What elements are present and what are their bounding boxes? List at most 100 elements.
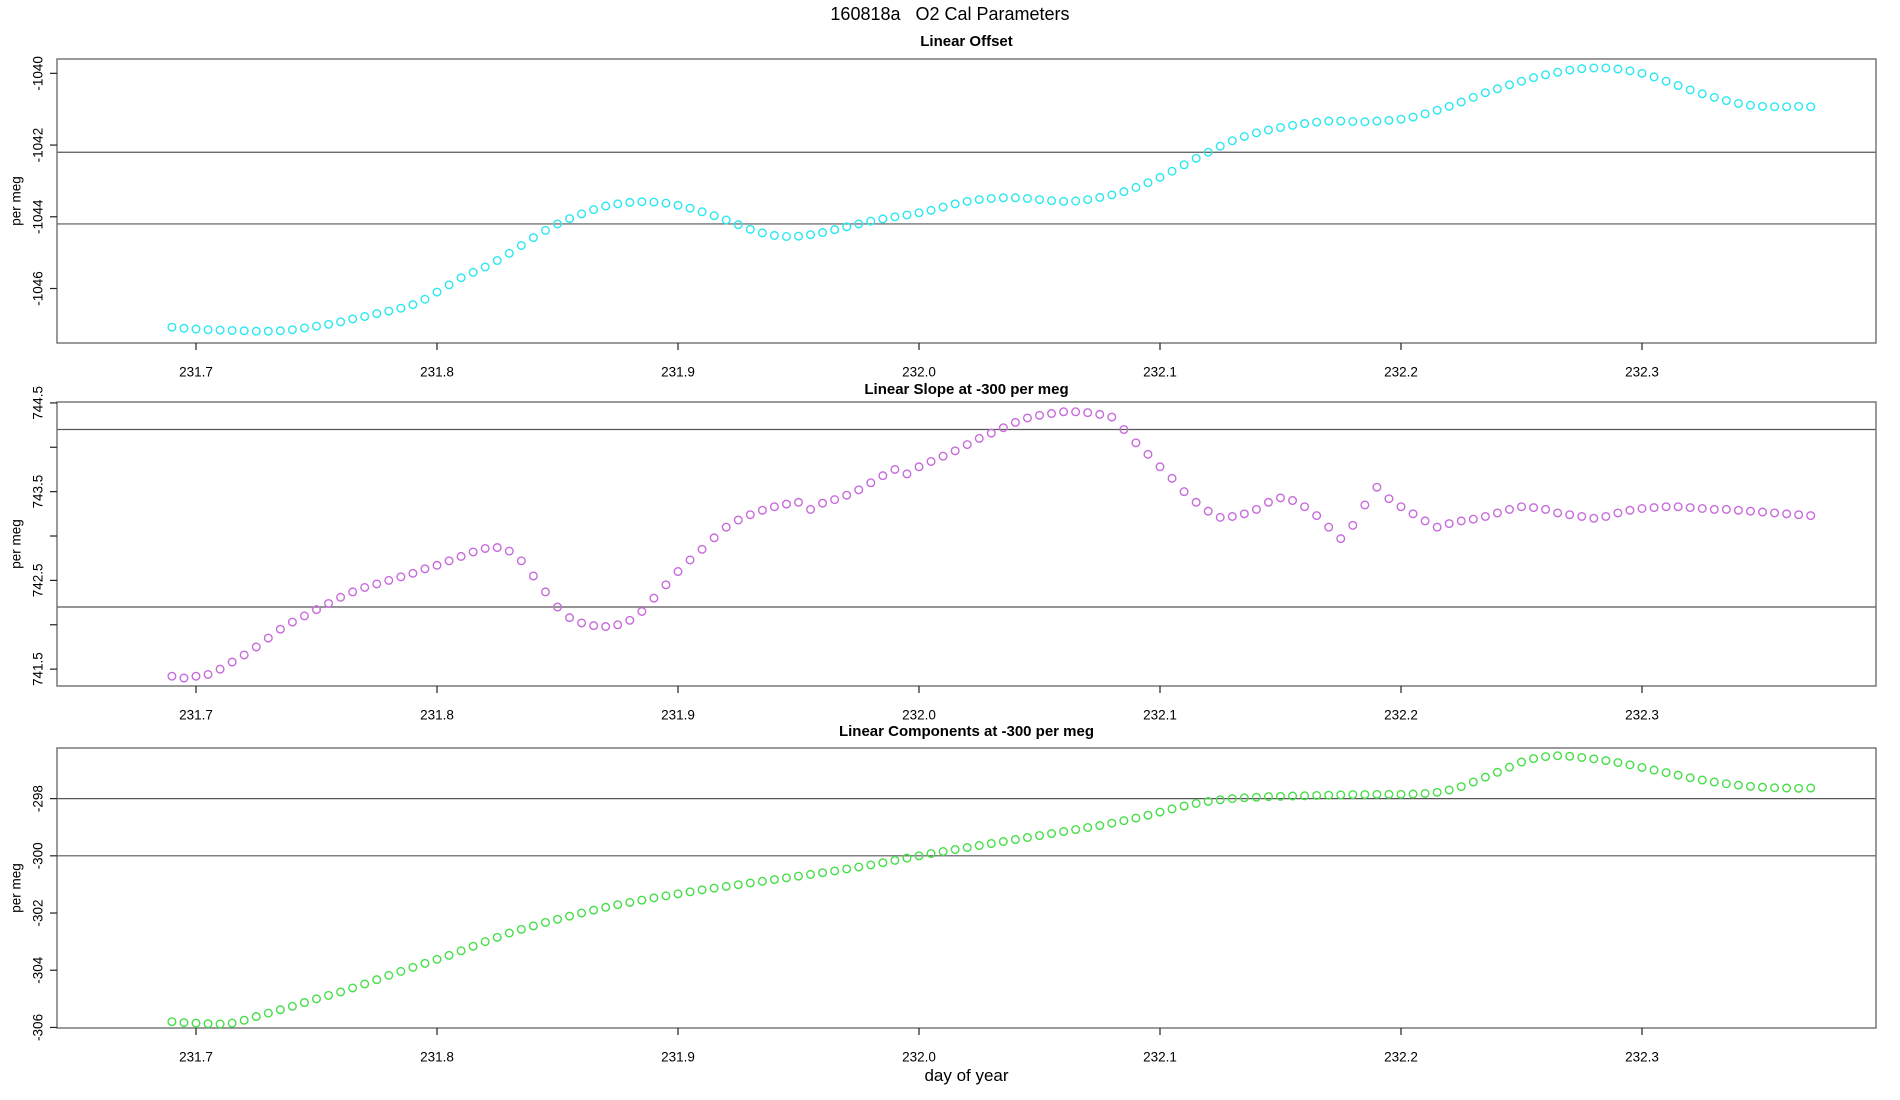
data-point [492, 932, 502, 942]
data-point [1601, 756, 1611, 766]
data-point [1408, 789, 1418, 799]
data-point [1095, 409, 1105, 419]
data-point [1565, 751, 1575, 761]
data-point [1034, 195, 1044, 205]
data-point [1408, 509, 1418, 519]
x-tick-label: 232.3 [1625, 1050, 1659, 1065]
data-point [745, 224, 755, 234]
data-point [950, 446, 960, 456]
data-point [1119, 425, 1129, 435]
data-point [528, 571, 538, 581]
data-point [263, 1008, 273, 1018]
data-point [902, 210, 912, 220]
data-point [1227, 136, 1237, 146]
data-point [456, 946, 466, 956]
data-point [1047, 409, 1057, 419]
data-point [769, 502, 779, 512]
data-point [1047, 829, 1057, 839]
series-points [167, 407, 1816, 683]
data-point [1444, 785, 1454, 795]
data-point [299, 611, 309, 621]
panel-box [56, 747, 1877, 1029]
data-point [794, 871, 804, 881]
panel-title-linear-components: Linear Components at -300 per meg [838, 723, 1095, 740]
data-point [974, 841, 984, 851]
data-point [215, 664, 225, 674]
data-point [1782, 102, 1792, 112]
data-point [1239, 131, 1249, 141]
data-point [1312, 790, 1322, 800]
data-point [625, 615, 635, 625]
y-tick-label: -298 [31, 785, 46, 812]
data-point [1131, 182, 1141, 192]
data-point [866, 216, 876, 226]
data-point [1432, 105, 1442, 115]
data-point [625, 197, 635, 207]
data-point [1685, 85, 1695, 95]
data-point [1348, 520, 1358, 530]
data-point [360, 311, 370, 321]
data-point [1577, 64, 1587, 74]
data-point [745, 510, 755, 520]
data-point [1336, 534, 1346, 544]
x-tick-label: 232.3 [1625, 365, 1659, 380]
data-point [1179, 487, 1189, 497]
data-point [408, 300, 418, 310]
y-tick-label: -1040 [31, 56, 46, 91]
data-point [661, 891, 671, 901]
data-point [1360, 500, 1370, 510]
data-point [1131, 438, 1141, 448]
data-point [1733, 505, 1743, 515]
data-point [769, 875, 779, 885]
data-point [1300, 119, 1310, 129]
data-point [1034, 410, 1044, 420]
data-point [998, 423, 1008, 433]
data-point [1456, 516, 1466, 526]
y-axis-title: per meg [9, 176, 24, 226]
data-point [902, 469, 912, 479]
data-point [1227, 794, 1237, 804]
data-point [806, 869, 816, 879]
data-point [1179, 160, 1189, 170]
data-point [1697, 775, 1707, 785]
data-point [1770, 102, 1780, 112]
data-point [1059, 196, 1069, 206]
data-point [830, 495, 840, 505]
data-point [721, 215, 731, 225]
data-point [1565, 65, 1575, 75]
data-point [637, 197, 647, 207]
data-point [553, 219, 563, 229]
data-point [191, 1018, 201, 1028]
data-point [806, 230, 816, 240]
data-point [1312, 511, 1322, 521]
data-point [420, 564, 430, 574]
x-tick-label: 232.0 [902, 1050, 936, 1065]
data-point [1794, 510, 1804, 520]
data-point [1770, 508, 1780, 518]
data-point [613, 620, 623, 630]
data-point [1468, 777, 1478, 787]
data-point [818, 868, 828, 878]
data-point [1300, 502, 1310, 512]
data-point [613, 900, 623, 910]
data-point [299, 323, 309, 333]
data-point [890, 212, 900, 222]
data-point [1661, 502, 1671, 512]
data-point [1107, 190, 1117, 200]
panel-title-linear-offset: Linear Offset [920, 33, 1013, 50]
data-point [709, 533, 719, 543]
data-point [287, 617, 297, 627]
data-point [1673, 770, 1683, 780]
data-point [842, 222, 852, 232]
data-point [528, 233, 538, 243]
data-point [1529, 503, 1539, 513]
data-point [444, 280, 454, 290]
data-point [516, 556, 526, 566]
data-point [1288, 496, 1298, 506]
data-point [1709, 92, 1719, 102]
data-point [685, 203, 695, 213]
data-point [1733, 780, 1743, 790]
x-tick-label: 232.1 [1143, 708, 1177, 723]
data-point [1263, 125, 1273, 135]
data-point [998, 837, 1008, 847]
